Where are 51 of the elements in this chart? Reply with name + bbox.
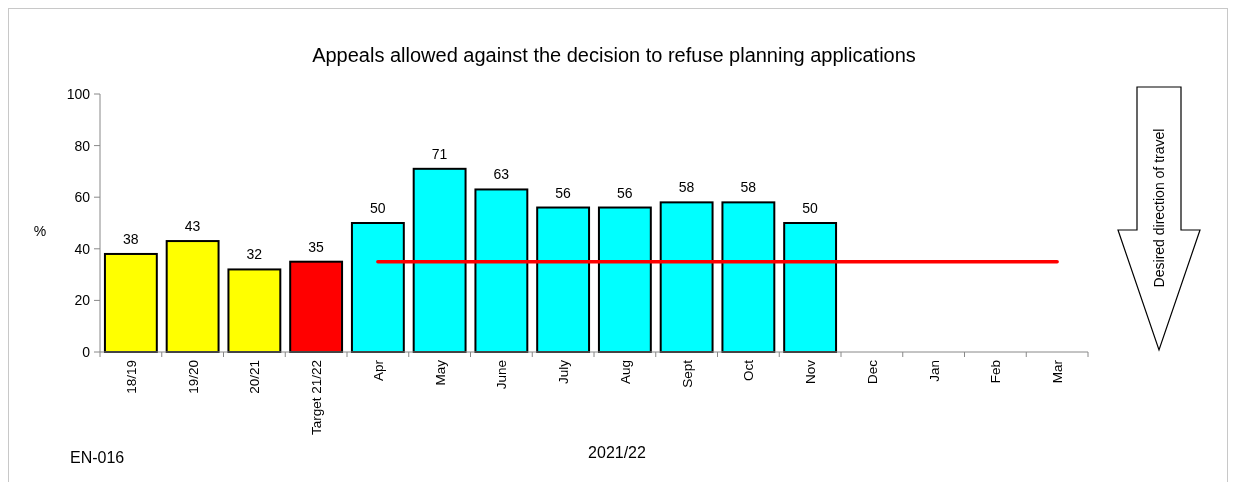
bar <box>659 201 714 353</box>
x-tick-label: 19/20 <box>185 360 201 394</box>
x-tick-label: Aug <box>617 360 633 385</box>
data-label: 50 <box>370 200 386 216</box>
x-tick-label: May <box>432 359 448 386</box>
x-tick-label: Jan <box>926 360 942 382</box>
x-tick-label: June <box>494 360 510 390</box>
bar <box>103 252 158 353</box>
x-tick-label: 20/21 <box>247 360 263 394</box>
data-label: 56 <box>617 184 633 201</box>
bar <box>412 167 467 353</box>
data-label: 71 <box>431 145 448 162</box>
text: Desired direction of travel <box>1151 128 1167 288</box>
bar <box>721 201 776 353</box>
data-label: 58 <box>740 179 757 196</box>
x-tick-label: Apr <box>370 359 386 382</box>
bar <box>783 222 838 353</box>
bar <box>165 240 220 353</box>
bar <box>350 222 405 353</box>
data-label: 56 <box>555 184 572 201</box>
x-tick-label: Dec <box>864 359 880 385</box>
bar <box>536 206 591 353</box>
x-tick-label: July <box>556 359 572 385</box>
x-tick-label: Nov <box>803 359 819 385</box>
y-axis-title: % <box>33 223 47 239</box>
x-tick-label: Target 21/22 <box>309 360 325 436</box>
chart-title: Appeals allowed against the decision to refuse planning applications <box>312 44 916 66</box>
y-tick-label: 40 <box>74 240 91 257</box>
data-label: 63 <box>493 166 510 183</box>
y-tick-label: 20 <box>74 292 91 309</box>
x-tick-label: Mar <box>1050 359 1066 384</box>
x-tick-label: Feb <box>988 360 1004 384</box>
data-label: 43 <box>184 218 201 235</box>
y-tick-label: 60 <box>74 189 91 206</box>
x-tick-label: 18/19 <box>123 360 139 394</box>
x-axis-title: 2021/22 <box>588 444 647 461</box>
data-label: 35 <box>308 238 325 255</box>
data-label: 58 <box>678 179 695 196</box>
x-tick-label: Sept <box>679 359 695 388</box>
y-tick-label: 0 <box>82 344 91 360</box>
text: EN-016 <box>70 449 125 466</box>
bar <box>597 206 652 353</box>
y-tick-label: 80 <box>74 137 91 154</box>
bar <box>474 188 529 353</box>
bar <box>227 268 282 353</box>
bar <box>289 260 344 353</box>
data-label: 32 <box>246 246 263 263</box>
x-tick-label: Oct <box>741 359 757 382</box>
data-label: 50 <box>802 200 819 216</box>
data-label: 38 <box>123 230 139 247</box>
y-tick-label: 100 <box>66 86 91 102</box>
